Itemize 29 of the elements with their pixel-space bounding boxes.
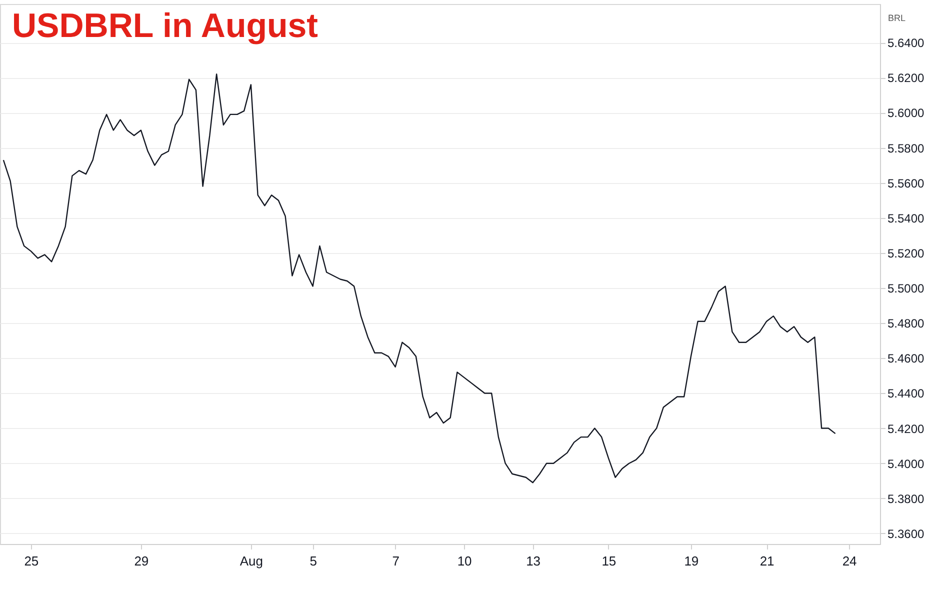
y-tick-label: 5.4200 bbox=[888, 422, 925, 436]
x-tick-label: 19 bbox=[684, 554, 699, 568]
x-tick-label: 7 bbox=[392, 554, 400, 568]
y-tick-label: 5.4400 bbox=[888, 386, 925, 401]
y-tick-label: 5.3800 bbox=[888, 492, 925, 506]
y-tick-label: 5.6200 bbox=[888, 71, 925, 86]
y-tick-label: 5.6000 bbox=[888, 106, 925, 120]
x-tick-label: 5 bbox=[310, 554, 317, 568]
y-tick-label: 5.5200 bbox=[888, 246, 925, 260]
x-tick-label: 29 bbox=[134, 554, 149, 568]
x-tick-label: 15 bbox=[602, 554, 616, 568]
x-tick-label: 13 bbox=[526, 554, 541, 568]
y-tick-label: 5.5800 bbox=[888, 141, 925, 156]
y-tick-label: 5.5400 bbox=[888, 211, 925, 226]
y-axis-title: BRL bbox=[888, 13, 906, 23]
chart-title: USDBRL in August bbox=[12, 7, 318, 45]
x-tick-label: Aug bbox=[240, 554, 264, 568]
y-tick-label: 5.5000 bbox=[888, 282, 925, 296]
y-tick-label: 5.4000 bbox=[888, 456, 925, 471]
y-tick-label: 5.4600 bbox=[888, 352, 925, 366]
y-tick-label: 5.4800 bbox=[888, 316, 925, 331]
y-tick-label: 5.5600 bbox=[888, 176, 925, 190]
line-series bbox=[2, 74, 836, 484]
x-tick-label: 24 bbox=[842, 554, 857, 568]
y-tick-label: 5.6400 bbox=[888, 36, 925, 50]
x-tick-label: 10 bbox=[457, 554, 472, 568]
y-tick-label: 5.3600 bbox=[888, 526, 925, 541]
x-tick-label: 21 bbox=[760, 554, 774, 568]
x-tick-label: 25 bbox=[24, 554, 39, 568]
